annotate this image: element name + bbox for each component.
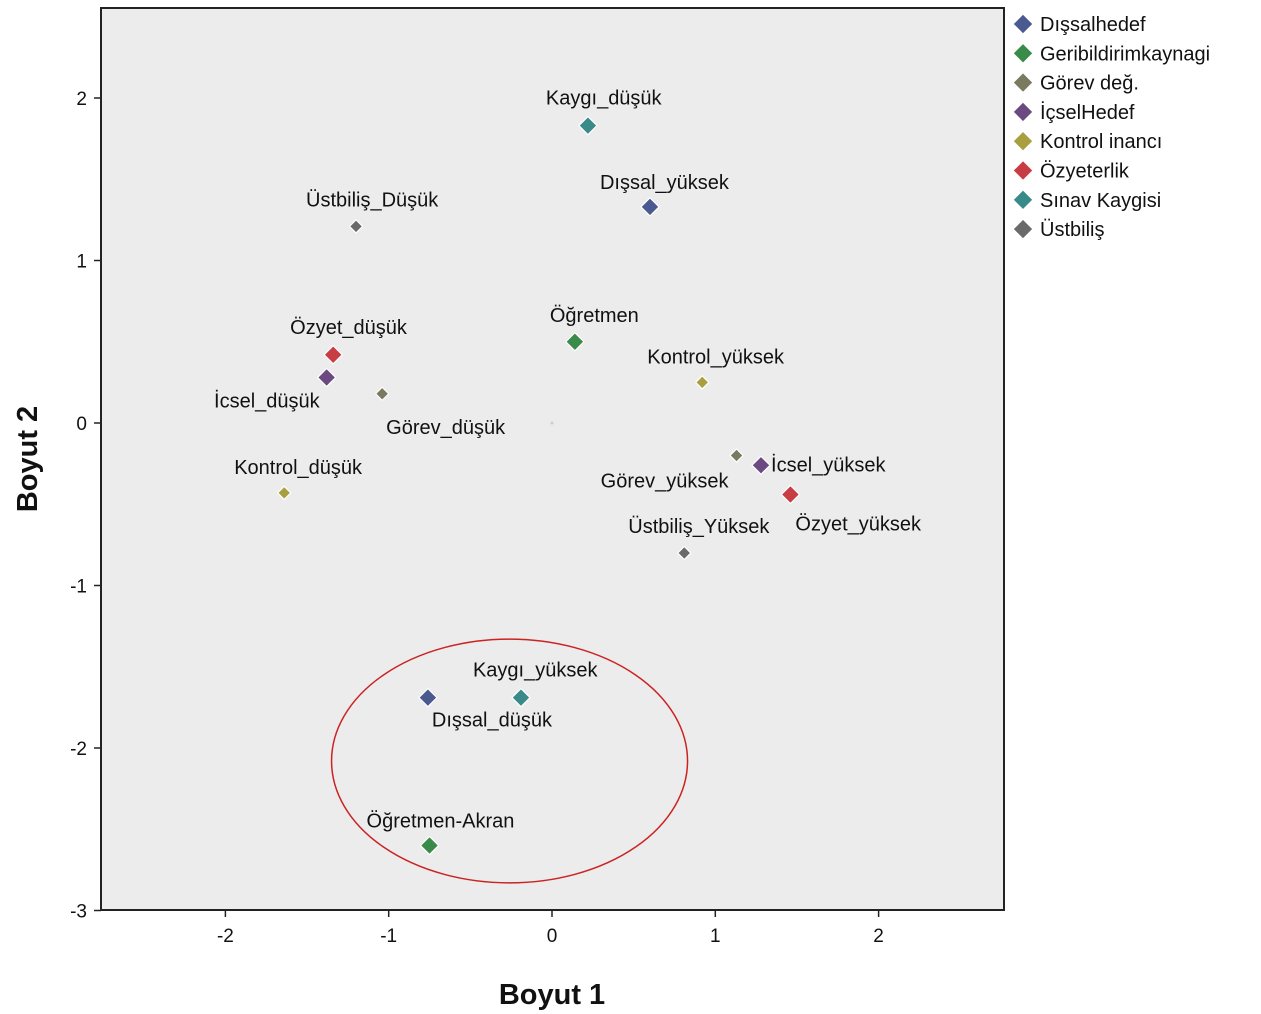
data-point-label: Dışsal_düşük: [432, 710, 553, 732]
x-tick-label: 2: [873, 926, 884, 947]
data-point-marker: [419, 835, 440, 856]
data-point-label: Görev_yüksek: [601, 471, 730, 493]
data-point-label: Üstbiliş_Yüksek: [628, 516, 770, 538]
legend-entry: Görev değ.: [1040, 73, 1139, 95]
origin-dot: [550, 421, 554, 425]
legend-marker: [1012, 188, 1034, 211]
data-point-marker: [729, 448, 744, 463]
x-tick-label: -1: [380, 926, 397, 947]
legend-marker: [1012, 42, 1034, 65]
data-point-marker: [418, 687, 438, 708]
y-tick-label: 0: [76, 414, 87, 435]
data-point-marker: [276, 485, 292, 501]
legend-marker: [1012, 71, 1034, 94]
y-tick-label: 2: [76, 89, 87, 110]
y-tick-label: -1: [70, 577, 87, 598]
data-point-label: Kaygı_düşük: [546, 88, 663, 110]
plot-area: [100, 7, 1005, 911]
data-point-label: Özyet_düşük: [290, 317, 408, 339]
data-point-label: Öğretmen: [550, 305, 639, 327]
data-point-marker: [640, 197, 660, 217]
legend-entry: Özyeterlik: [1040, 161, 1130, 183]
legend-entry: Sınav Kaygisi: [1040, 190, 1161, 212]
data-point-label: İcsel_yüksek: [771, 453, 886, 476]
legend-marker: [1012, 218, 1034, 240]
x-tick-label: 0: [547, 926, 558, 947]
legend-entry: Üstbiliş: [1040, 219, 1104, 241]
y-tick-label: -2: [70, 739, 87, 760]
data-point-marker: [780, 484, 801, 505]
data-point-marker: [374, 386, 390, 402]
data-point-marker: [316, 367, 337, 388]
data-point-label: Kaygı_yüksek: [473, 660, 599, 682]
data-point-label: İcsel_düşük: [214, 390, 321, 413]
x-axis-title: Boyut 1: [499, 979, 605, 1011]
data-point-label: Görev_düşük: [386, 417, 506, 439]
data-point-label: Kontrol_yüksek: [647, 346, 785, 368]
legend-marker: [1012, 159, 1034, 182]
legend-entry: İçselHedef: [1040, 101, 1135, 124]
legend-marker: [1012, 101, 1034, 123]
data-point-marker: [511, 687, 531, 708]
data-point-label: Dışsal_yüksek: [600, 172, 730, 194]
data-point-marker: [694, 375, 710, 390]
x-tick-label: -2: [217, 926, 234, 947]
data-point-marker: [578, 115, 598, 136]
legend-marker: [1012, 13, 1034, 35]
data-point-marker: [565, 331, 585, 352]
y-tick-label: -3: [70, 902, 87, 923]
data-point-label: Öğretmen-Akran: [367, 811, 515, 833]
x-tick-label: 1: [710, 926, 721, 947]
highlight-ellipse: [330, 638, 689, 884]
data-point-marker: [751, 455, 771, 476]
data-point-label: Üstbiliş_Düşük: [306, 189, 439, 211]
data-point-marker: [348, 219, 364, 234]
data-point-marker: [676, 545, 692, 561]
data-point-label: Özyet_yüksek: [795, 514, 922, 536]
y-axis-title: Boyut 2: [12, 406, 44, 512]
legend-entry: Kontrol inancı: [1040, 131, 1162, 153]
legend-entry: Geribildirimkaynagi: [1040, 43, 1210, 65]
legend-marker: [1012, 130, 1034, 153]
data-point-marker: [323, 344, 344, 365]
y-tick-label: 1: [76, 252, 87, 273]
legend-entry: Dışsalhedef: [1040, 14, 1146, 36]
data-point-label: Kontrol_düşük: [234, 457, 363, 479]
